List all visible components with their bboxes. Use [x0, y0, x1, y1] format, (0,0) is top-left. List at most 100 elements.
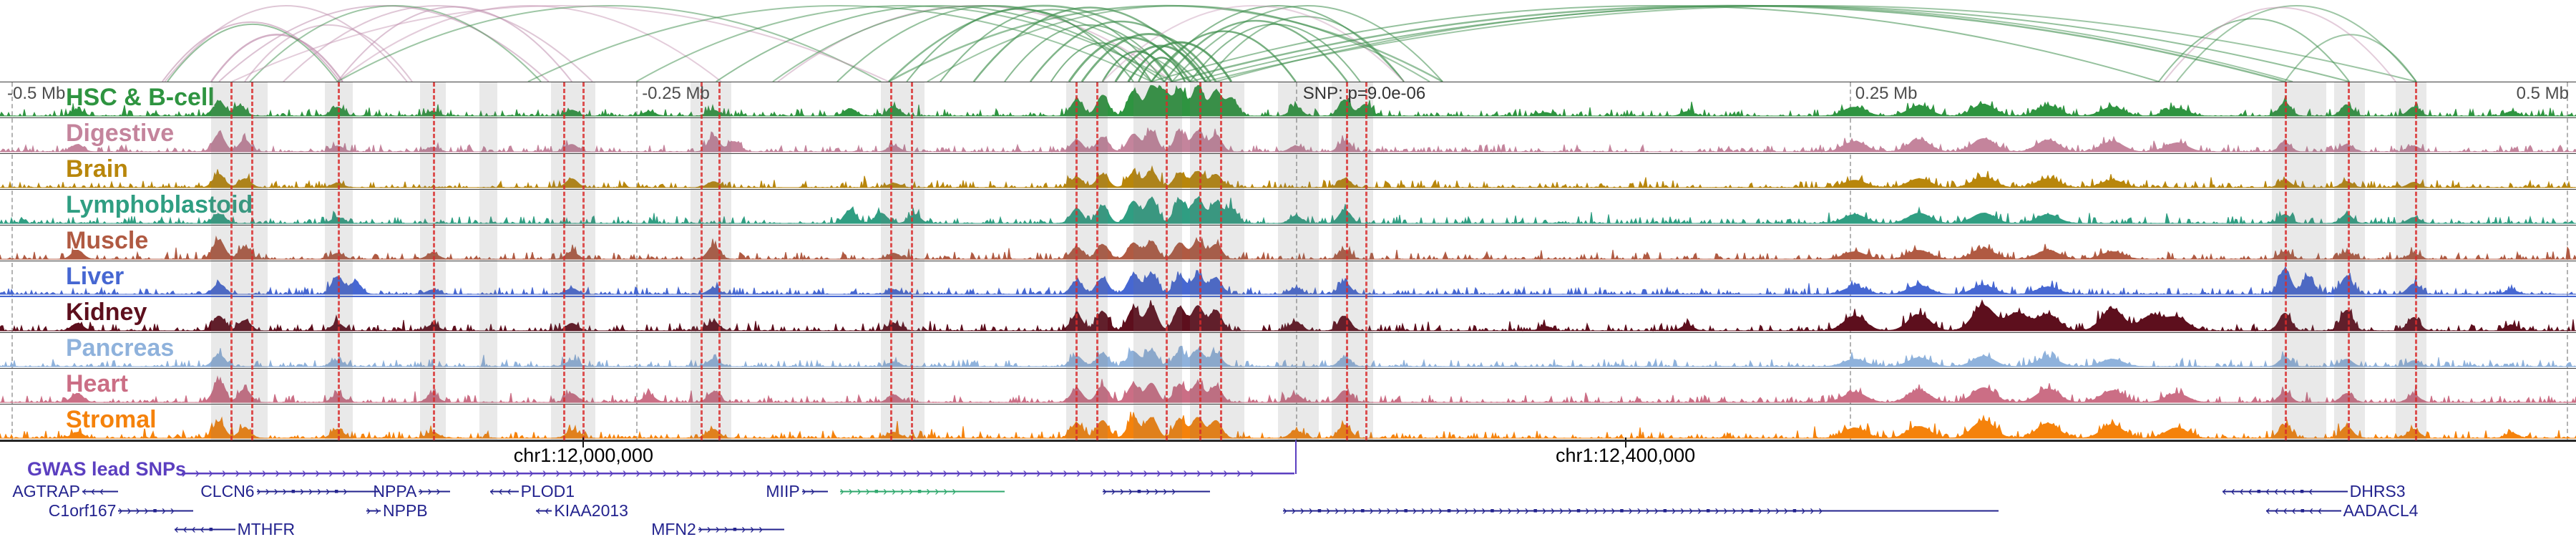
track-label-digestive[interactable]: Digestive [66, 120, 175, 147]
gene-body: ›› [801, 483, 828, 500]
interaction-arc [283, 5, 593, 82]
gene-aadacl4[interactable]: ‹‹‹‹▪‹‹ AADACL4 [2265, 501, 2421, 520]
gene-body: ‹‹‹‹▪‹‹‹‹▪‹ [2222, 483, 2348, 500]
gene-body: ‹‹‹ [489, 483, 519, 500]
gene-name: C1orf167 [48, 501, 117, 520]
track-row-pancreas[interactable]: Pancreas [0, 333, 2576, 369]
snp-line [701, 82, 703, 440]
track-row-lymphoblastoid[interactable]: Lymphoblastoid [0, 190, 2576, 226]
gene-body: ›› [366, 502, 381, 520]
gene-mfn2[interactable]: MFN2 ››››▪››› [649, 521, 784, 537]
gene-dhrs3[interactable]: ‹‹‹‹▪‹‹‹‹▪‹ DHRS3 [2222, 482, 2408, 500]
gene-name: AGTRAP [12, 482, 80, 500]
interaction-arc [1050, 42, 1153, 82]
snp-line [1365, 82, 1367, 440]
track-signal-liver [0, 266, 2576, 296]
track-label-stromal[interactable]: Stromal [66, 406, 157, 433]
snp-line [1346, 82, 1348, 440]
track-label-brain[interactable]: Brain [66, 155, 128, 183]
interaction-arc [210, 34, 343, 82]
gene-kiaa2013[interactable]: ‹‹ KIAA2013 [536, 502, 630, 520]
gene-name: NPPA [373, 482, 417, 500]
interaction-arc [1171, 5, 1443, 82]
track-signal-hsc-b-cell [0, 84, 2576, 117]
gene-vps13d[interactable]: VPS13D››››▪››››▪››››▪››››▪››››▪››››▪››››… [1282, 502, 1999, 520]
gene-name: MFN2 [651, 520, 696, 537]
gene-tnfrsf8[interactable]: TNFRSF8››››▪››››▪›››› [839, 483, 1005, 500]
gene-c1orf167[interactable]: C1orf167 ››››▪›› [47, 502, 194, 520]
gene-name: AADACL4 [2343, 501, 2419, 520]
gene-body: ››››▪››››▪› [256, 483, 379, 500]
gene-body: ››››▪››››▪››››▪››››▪››››▪››››▪››››▪››››▪… [1282, 502, 1999, 520]
gene-body: ››››▪››››▪›››› [839, 483, 1005, 500]
track-row-stromal[interactable]: Stromal [0, 405, 2576, 440]
interaction-arc [1163, 19, 1348, 82]
snp-line [230, 82, 233, 440]
gene-name: NPPB [383, 501, 428, 520]
interaction-arcs-canvas [161, 4, 2417, 82]
coordinate-tick-line [1849, 82, 1851, 440]
track-row-brain[interactable]: Brain [0, 154, 2576, 190]
gene-miip[interactable]: MIIP ›› [763, 483, 828, 500]
axis-label-q3: 0.25 Mb [1855, 84, 1918, 103]
track-label-hsc-b-cell[interactable]: HSC & B-cell [66, 84, 215, 111]
axis-label-left: -0.5 Mb [7, 84, 66, 103]
gene-mthfr[interactable]: ‹‹‹‹▪ MTHFR [174, 521, 297, 537]
snp-line [432, 82, 435, 440]
coordinate-tick-line [11, 82, 14, 440]
gene-name: CLCN6 [200, 482, 255, 500]
gene-nppb[interactable]: ››NPPB [366, 502, 430, 520]
snp-line [562, 82, 565, 440]
track-label-kidney[interactable]: Kidney [66, 299, 147, 326]
gene-name: PLOD1 [520, 482, 575, 500]
track-row-kidney[interactable]: Kidney [0, 297, 2576, 333]
track-label-heart[interactable]: Heart [66, 370, 128, 397]
coordinate-tick-line [1295, 82, 1297, 440]
gwas-snp-riser [1294, 440, 1297, 474]
track-label-lymphoblastoid[interactable]: Lymphoblastoid [66, 191, 253, 218]
gene-name: DHRS3 [2349, 482, 2406, 500]
snp-line [718, 82, 721, 440]
gene-name: KIAA2013 [554, 501, 628, 520]
track-signal-stromal [0, 412, 2576, 440]
chr-right-tick [1624, 437, 1626, 448]
gene-tnfrsf1b[interactable]: TNFRSF1B››››▪›››› [1102, 483, 1210, 500]
track-row-muscle[interactable]: Muscle [0, 226, 2576, 261]
interaction-arc [527, 5, 1152, 82]
snp-line [2415, 82, 2417, 440]
track-row-hsc-b-cell[interactable]: HSC & B-cell [0, 82, 2576, 118]
snp-line [582, 82, 585, 440]
snp-line [2285, 82, 2288, 440]
track-label-pancreas[interactable]: Pancreas [66, 334, 175, 362]
gwas-connector-line: ››››››››››››››››››››››››››››››››››››››››… [181, 465, 1294, 481]
gene-body: ‹‹ [536, 502, 552, 520]
chr-left-label: chr1:12,000,000 [513, 445, 653, 466]
gene-agtrap[interactable]: AGTRAP ‹‹‹ [10, 483, 118, 500]
track-signal-brain [0, 165, 2576, 189]
track-row-liver[interactable]: Liver [0, 261, 2576, 297]
chr-right-label: chr1:12,400,000 [1556, 445, 1696, 466]
gene-plod1[interactable]: ‹‹‹ PLOD1 [489, 482, 577, 500]
snp-line [1166, 82, 1168, 440]
track-row-digestive[interactable]: Digestive [0, 118, 2576, 154]
interaction-arc [336, 6, 572, 82]
track-signal-heart [0, 375, 2576, 404]
gene-clcn6[interactable]: CLCN6 ››››▪››››▪› [198, 482, 379, 500]
track-label-liver[interactable]: Liver [66, 263, 125, 290]
gene-body: ‹‹‹‹▪ [174, 521, 235, 537]
snp-line [1219, 82, 1222, 440]
interaction-arc [336, 5, 722, 82]
interaction-arc [244, 24, 413, 82]
interaction-arc [1101, 50, 1174, 82]
interaction-arc [231, 5, 889, 82]
gene-body: ‹‹‹‹▪‹‹ [2265, 502, 2341, 520]
track-row-heart[interactable]: Heart [0, 369, 2576, 405]
coordinate-ruler [0, 440, 2576, 442]
gene-nppa[interactable]: NPPA ››› [371, 482, 451, 500]
interaction-arc [164, 5, 408, 82]
gene-body: ››› [419, 483, 451, 500]
track-label-muscle[interactable]: Muscle [66, 227, 149, 254]
interaction-arc [1114, 44, 1207, 82]
track-signal-muscle [0, 235, 2576, 261]
